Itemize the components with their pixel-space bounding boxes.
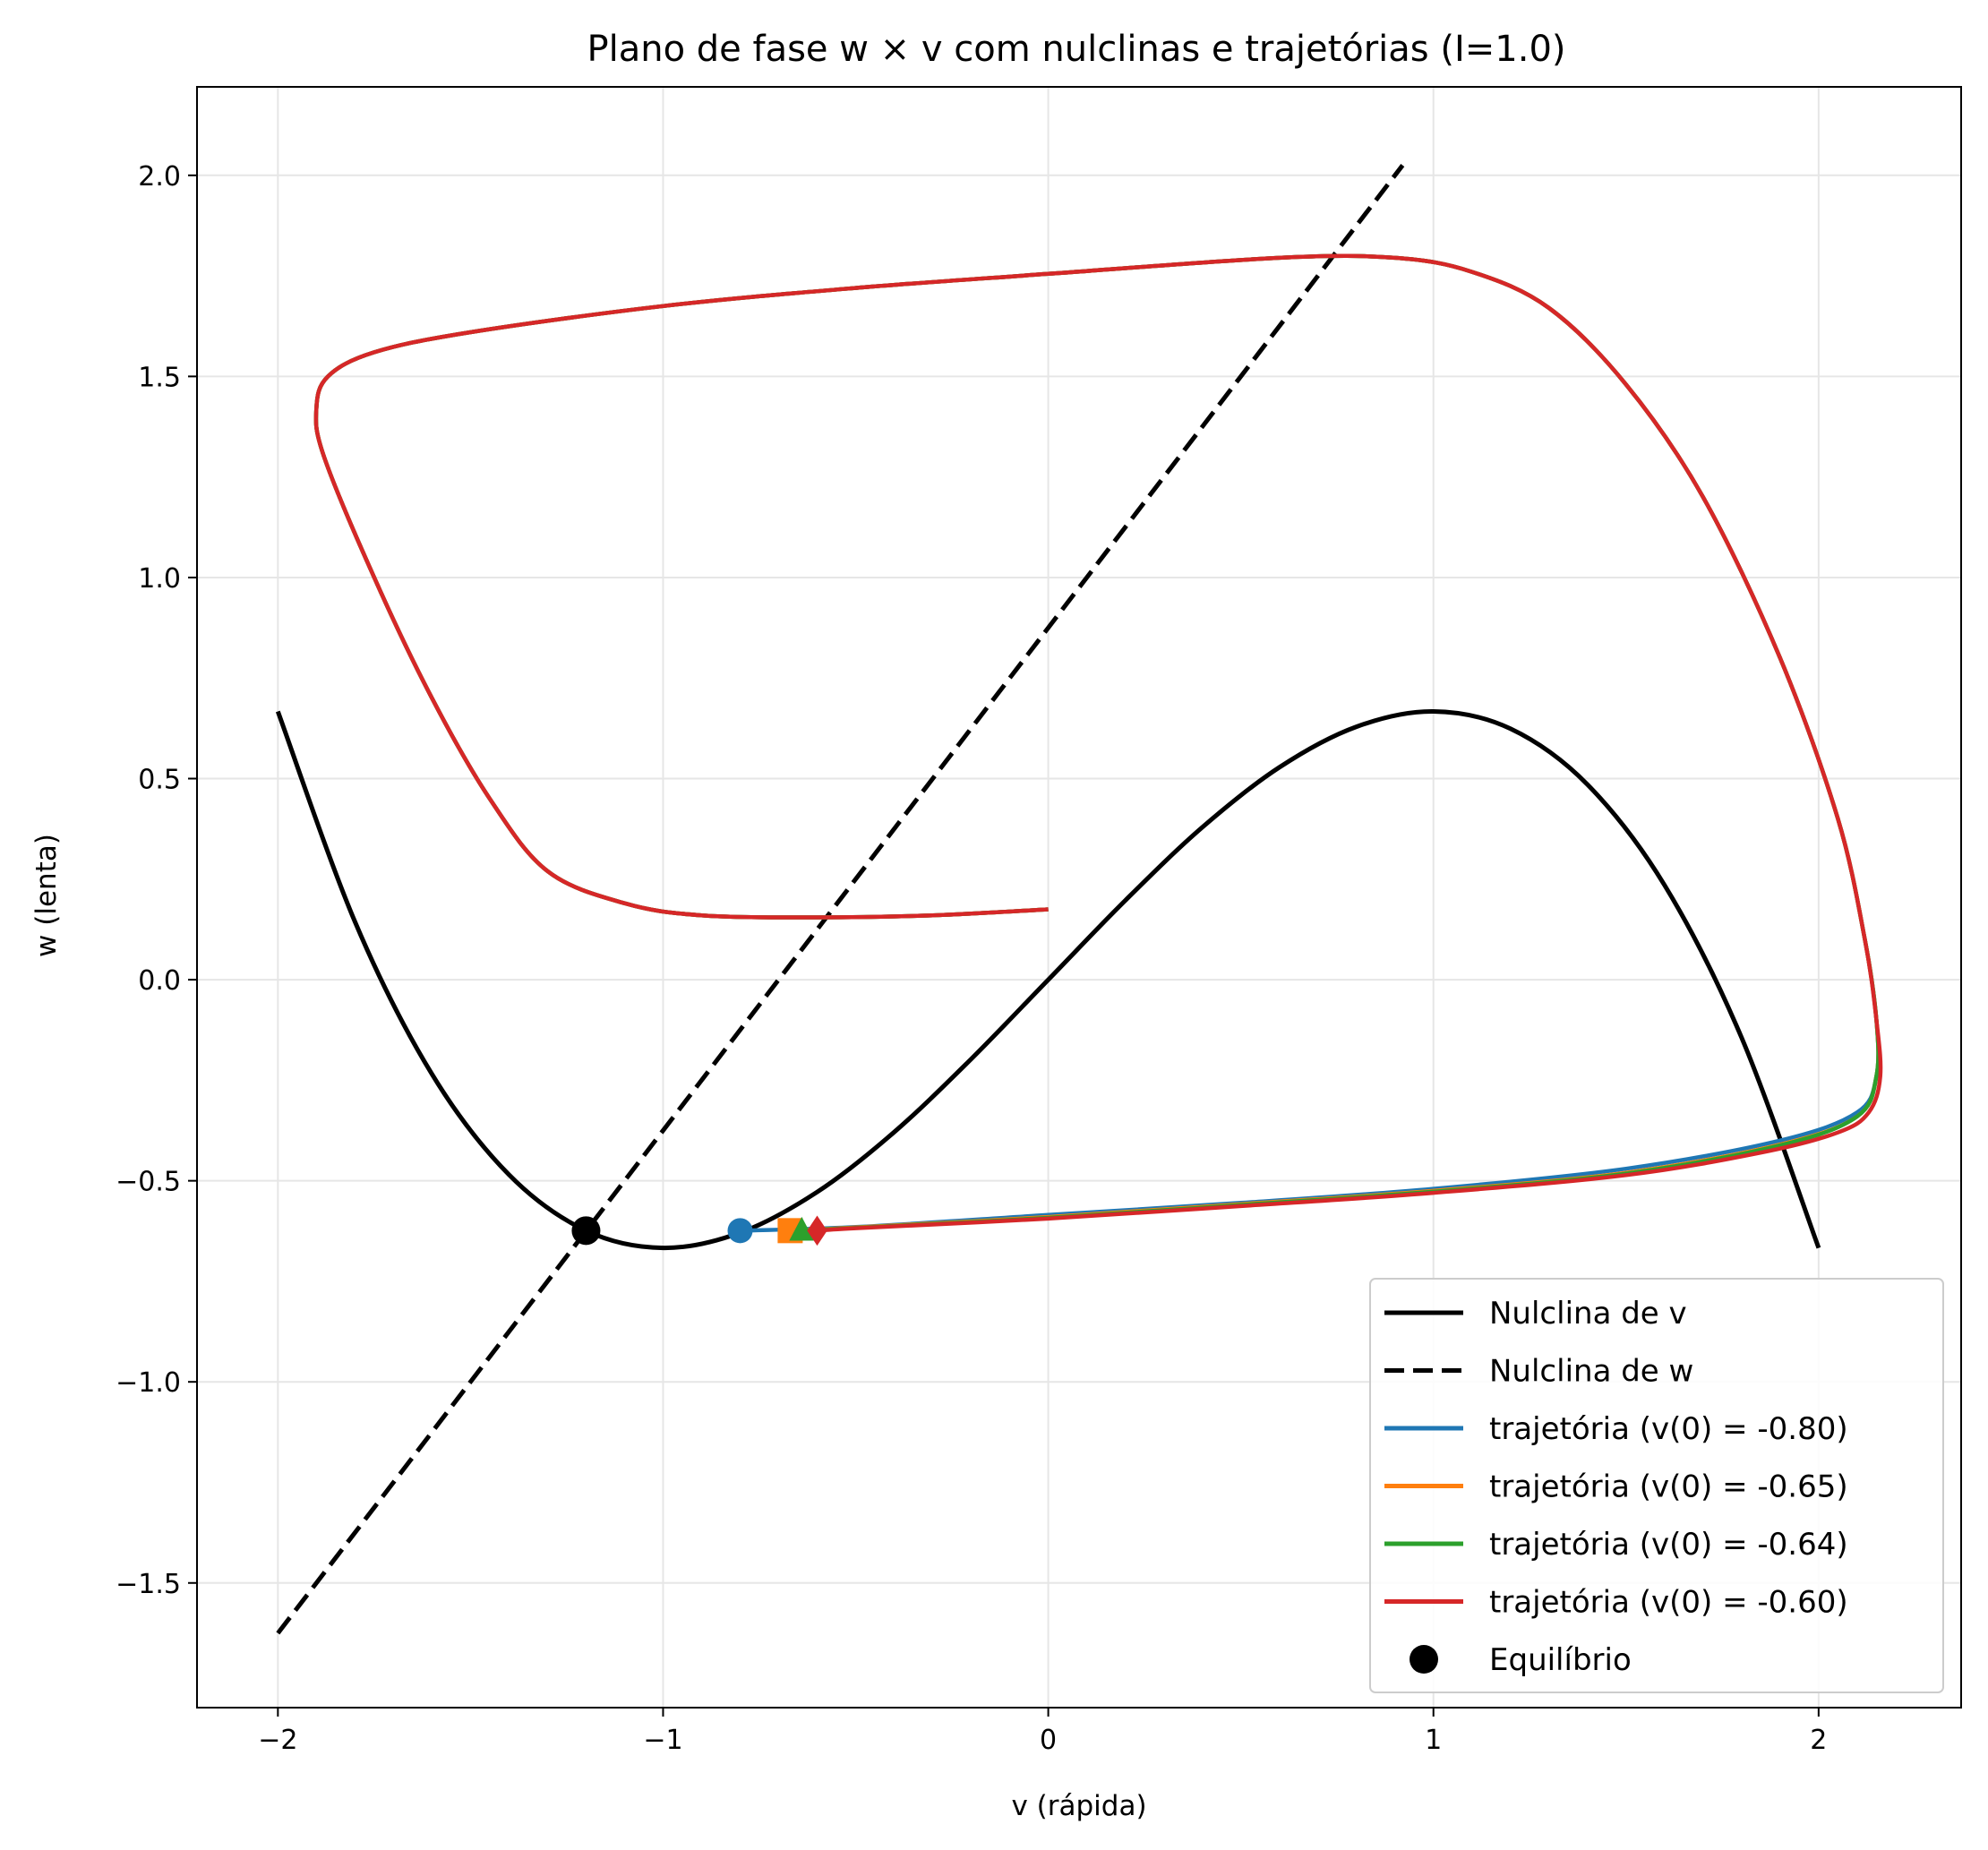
y-tick-label: 2.0 — [138, 161, 181, 193]
chart-title: Plano de fase w × v com nulclinas e traj… — [587, 29, 1565, 70]
series-line-0 — [275, 708, 1821, 1251]
legend-label: trajetória (v(0) = -0.60) — [1489, 1585, 1848, 1621]
x-tick-label: −1 — [643, 1725, 682, 1756]
plot-area — [275, 164, 1883, 1635]
x-tick-label: 2 — [1810, 1725, 1827, 1756]
y-tick-label: 1.0 — [138, 563, 181, 595]
legend-box — [1369, 1278, 1944, 1693]
legend-label: Equilíbrio — [1489, 1642, 1632, 1678]
legend-label: trajetória (v(0) = -0.80) — [1489, 1411, 1848, 1447]
x-tick-label: 0 — [1040, 1725, 1057, 1756]
y-tick-label: 0.0 — [138, 965, 181, 997]
y-tick-label: −1.5 — [116, 1569, 181, 1600]
series-line-1 — [276, 164, 1405, 1635]
y-tick-label: −0.5 — [116, 1167, 181, 1198]
start-marker-triangle — [789, 1216, 815, 1241]
y-axis-label: w (lenta) — [30, 834, 63, 957]
x-tick-label: −2 — [258, 1725, 297, 1756]
y-tick-label: 0.5 — [138, 765, 181, 796]
legend-label: Nulclina de v — [1489, 1296, 1687, 1332]
legend-marker — [1410, 1645, 1438, 1674]
plot-frame — [196, 86, 1962, 1709]
y-axis-ticks: −1.5 −1.0 −0.5 0.0 0.5 1.0 1.5 2.0 — [116, 161, 197, 1600]
x-axis-ticks: −2 −1 0 1 2 — [258, 1708, 1827, 1756]
legend-label: trajetória (v(0) = -0.64) — [1489, 1527, 1848, 1563]
y-tick-label: 1.5 — [138, 362, 181, 393]
y-tick-label: −1.0 — [116, 1367, 181, 1399]
equilibrium-point — [571, 1216, 601, 1246]
start-marker-diamond — [807, 1215, 827, 1246]
grid-lines — [197, 87, 1961, 1708]
start-marker-circle — [727, 1218, 753, 1244]
legend: Nulclina de v Nulclina de w trajetória (v(… — [1369, 1278, 1944, 1693]
legend-label: Nulclina de w — [1489, 1354, 1693, 1390]
legend-label: trajetória (v(0) = -0.65) — [1489, 1469, 1848, 1505]
series-line-5 — [313, 253, 1883, 1233]
x-tick-label: 1 — [1425, 1725, 1442, 1756]
x-axis-label: v (rápida) — [1011, 1790, 1146, 1822]
